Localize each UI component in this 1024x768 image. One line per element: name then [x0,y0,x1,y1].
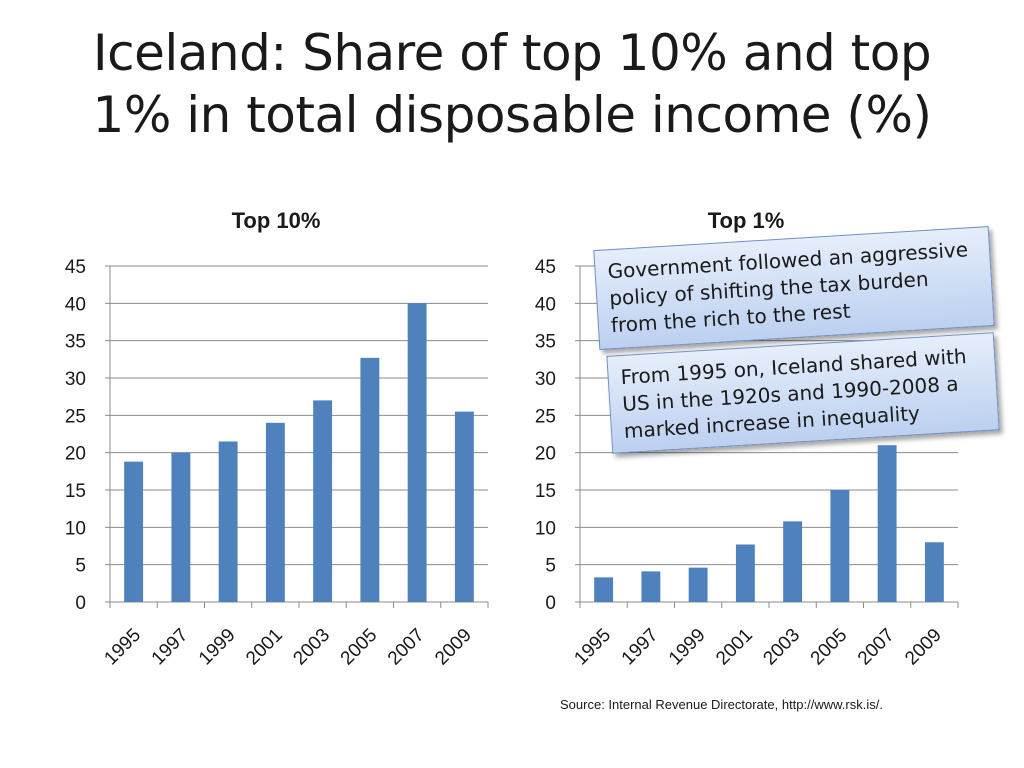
chart-1-ytick-label: 30 [65,369,86,390]
chart-1-category-label: 1997 [148,625,193,670]
chart-1-ytick-label: 0 [75,593,86,614]
chart-1-category-label: 2005 [337,625,382,670]
chart-2-ytick-label: 10 [535,518,556,539]
chart-2-category-label: 2009 [901,625,946,670]
chart-1-category-label: 2003 [289,625,334,670]
chart-1-category-label: 2009 [431,625,476,670]
title-line-1: Iceland: Share of top 10% and top [92,24,932,82]
chart-2-bar-1995 [594,577,614,602]
chart-2-ytick-label: 25 [535,406,556,427]
chart-2-bar-1997 [641,571,661,602]
chart-2-category-label: 1997 [618,625,663,670]
chart-1-bar-1999 [218,441,238,602]
chart-1-ytick-label: 20 [65,444,86,465]
chart-1-bar-2005 [360,357,380,602]
chart-2-ytick-label: 40 [535,294,556,315]
chart-1-title: Top 10% [232,208,321,233]
chart-2-bar-2007 [877,445,897,602]
chart-1-bar-2001 [265,422,285,602]
chart-1-bar-1995 [124,461,144,602]
chart-2-bar-2001 [735,544,755,602]
chart-1-category-label: 2001 [242,625,287,670]
chart-1-bar-2009 [454,411,474,602]
chart-1-ytick-label: 25 [65,406,86,427]
chart-2-ytick-label: 15 [535,481,556,502]
chart-2-ytick-label: 30 [535,369,556,390]
chart-2-category-label: 2001 [712,625,757,670]
chart-1-bar-2007 [407,303,427,602]
chart-1-bar-1997 [171,452,191,602]
chart-1-ytick-label: 5 [75,556,86,577]
chart-2-ytick-label: 0 [545,593,556,614]
chart-2-bar-2005 [830,490,850,602]
title-line-2: 1% in total disposable income (%) [92,86,932,144]
chart-2-bar-2003 [783,521,803,602]
source-note: Source: Internal Revenue Directorate, ht… [560,697,883,712]
chart-2-bar-2009 [924,542,944,602]
chart-2-category-label: 2005 [807,625,852,670]
chart-1-ytick-label: 15 [65,481,86,502]
chart-2-bar-1999 [688,567,708,602]
chart-2-category-label: 2007 [854,625,899,670]
chart-1-category-label: 2007 [384,625,429,670]
chart-1-category-label: 1995 [100,625,145,670]
chart-2-ytick-label: 45 [535,257,556,278]
chart-2-ytick-label: 35 [535,332,556,353]
chart-1-ytick-label: 45 [65,257,86,278]
chart-1-ytick-label: 35 [65,332,86,353]
chart-1-category-label: 1999 [195,625,240,670]
chart-2-category-label: 1995 [570,625,615,670]
callout-inequality-text: From 1995 on, Iceland shared with US in … [619,343,968,443]
chart-2-ytick-label: 20 [535,444,556,465]
slide-title: Iceland: Share of top 10% and top 1% in … [0,22,1024,146]
chart-1-ytick-label: 40 [65,294,86,315]
chart-2-ytick-label: 5 [545,556,556,577]
chart-2-category-label: 1999 [665,625,710,670]
chart-1-ytick-label: 10 [65,518,86,539]
chart-2-title: Top 1% [708,208,785,233]
callout-tax-policy-text: Government followed an aggressive policy… [606,237,969,338]
chart-2-category-label: 2003 [759,625,804,670]
chart-1-bar-2003 [313,400,333,602]
